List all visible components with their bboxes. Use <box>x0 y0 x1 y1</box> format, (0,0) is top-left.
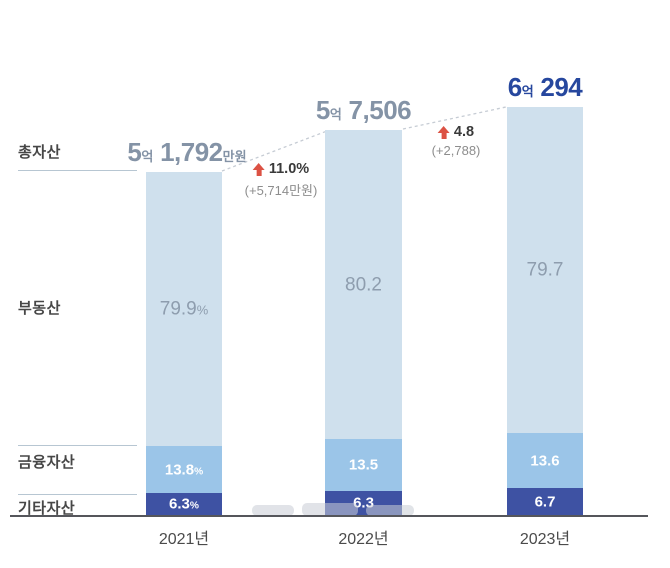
annotation-change: 11.0% <box>268 161 310 177</box>
percent-sign: % <box>194 465 204 477</box>
guide-line-total-assets <box>18 170 137 171</box>
segment-value-label: 6.7 <box>534 493 556 510</box>
x-axis-label-3: 2023년 <box>519 531 571 548</box>
percent-sign: % <box>196 302 209 318</box>
segment-value-label: 13.6 <box>530 452 560 469</box>
bar-segment-real-estate: 80.2 <box>325 130 402 439</box>
row-label-other-assets: 기타자산 <box>18 500 76 517</box>
bar-segment-other-assets: 6.3% <box>146 493 222 515</box>
x-axis-label-2: 2022년 <box>338 531 389 548</box>
segment-value-label: 80.2 <box>345 274 382 295</box>
total-assets-label-3: 6억 294 <box>507 72 583 102</box>
bar-segment-real-estate: 79.7 <box>507 107 583 433</box>
bar-group-3: 79.7 13.6 6.7 <box>507 107 583 515</box>
total-assets-label-2: 5억 7,506 <box>315 95 412 125</box>
segment-value-label: 79.9% <box>159 298 209 320</box>
total-assets-label-1: 5억 1,792만원 <box>127 137 247 167</box>
segment-value-label: 6.3% <box>169 495 199 513</box>
annotation-change: 4.8 <box>453 124 475 140</box>
bar-group-1: 79.9% 13.8% 6.3% <box>146 172 222 515</box>
row-label-financial-assets: 금융자산 <box>18 454 76 471</box>
increase-arrow-icon <box>437 125 450 139</box>
segment-value-label: 79.7 <box>526 259 564 281</box>
annotation-2021-2022: 11.0% (+5,714만원) <box>245 161 318 199</box>
guide-line-other-assets <box>18 494 137 495</box>
row-label-real-estate: 부동산 <box>18 300 61 317</box>
percent-sign: % <box>189 500 199 512</box>
bar-group-2: 80.2 13.5 6.3 <box>325 130 402 515</box>
guide-line-financial-assets <box>18 445 137 446</box>
bar-segment-real-estate: 79.9% <box>146 172 222 446</box>
bar-segment-other-assets: 6.7 <box>507 488 583 515</box>
annotation-2022-2023: 4.8 (+2,788) <box>432 124 481 158</box>
row-label-total-assets: 총자산 <box>18 144 61 161</box>
x-axis-label-1: 2021년 <box>158 531 210 548</box>
bar-segment-financial-assets: 13.5 <box>325 439 402 491</box>
annotation-delta: (+2,788) <box>431 143 481 158</box>
annotation-delta: (+5,714만원) <box>244 183 318 198</box>
x-axis-line <box>10 515 648 517</box>
bar-segment-financial-assets: 13.8% <box>146 446 222 493</box>
increase-arrow-icon <box>252 162 265 176</box>
segment-value-label: 13.8% <box>164 460 204 478</box>
segment-value-label: 13.5 <box>348 456 379 474</box>
bar-segment-financial-assets: 13.6 <box>507 433 583 488</box>
